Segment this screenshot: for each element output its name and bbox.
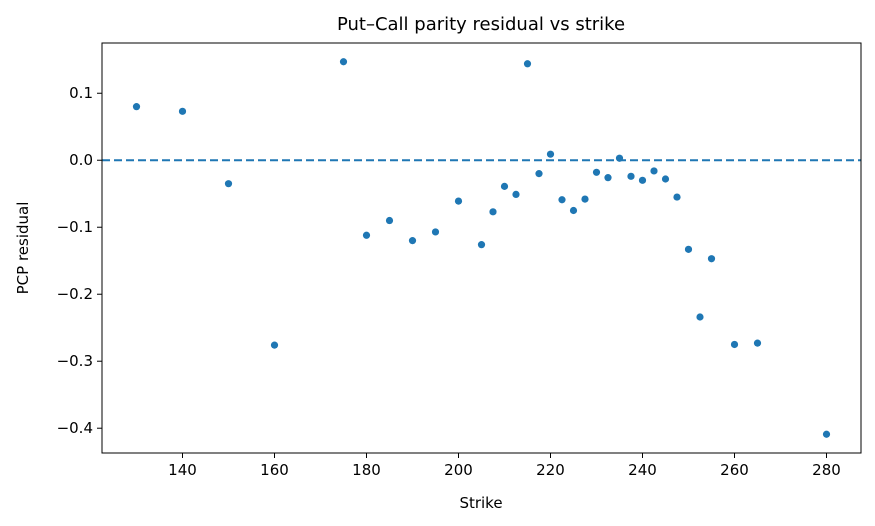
- data-point: [408, 237, 417, 245]
- y-tick-label: 0.1: [69, 84, 93, 102]
- data-point: [431, 228, 440, 236]
- data-point: [696, 313, 704, 321]
- data-point: [707, 255, 716, 263]
- x-tick-label: 280: [812, 461, 841, 479]
- data-point: [661, 175, 670, 183]
- data-point: [581, 195, 589, 203]
- x-tick-label: 140: [168, 461, 197, 479]
- x-axis: 140 160 180 200 220 240 260 280: [168, 453, 841, 479]
- y-axis-label: PCP residual: [14, 202, 32, 295]
- data-point: [339, 58, 348, 66]
- data-point: [546, 150, 555, 158]
- data-point: [362, 231, 371, 239]
- data-point: [535, 170, 543, 178]
- x-tick-label: 220: [536, 461, 565, 479]
- data-point: [385, 216, 394, 225]
- plot-area: [101, 42, 862, 454]
- y-tick-label: −0.1: [57, 218, 93, 236]
- x-tick-label: 180: [352, 461, 381, 479]
- y-tick-label: 0.0: [69, 151, 93, 169]
- data-point: [500, 182, 509, 190]
- x-tick-label: 240: [628, 461, 657, 479]
- data-point: [673, 193, 681, 201]
- data-point: [132, 103, 141, 111]
- data-point: [650, 167, 658, 175]
- x-tick-label: 160: [260, 461, 289, 479]
- y-tick-label: −0.3: [57, 352, 93, 370]
- data-point: [753, 339, 762, 347]
- x-tick-label: 200: [444, 461, 473, 479]
- data-point: [615, 154, 624, 162]
- x-axis-label: Strike: [459, 494, 502, 512]
- plot-frame: [101, 42, 862, 454]
- chart-title: Put–Call parity residual vs strike: [337, 14, 625, 35]
- data-point: [592, 168, 601, 176]
- data-point: [178, 107, 187, 115]
- data-point: [627, 172, 635, 180]
- y-tick-label: −0.4: [57, 419, 93, 437]
- data-point: [454, 197, 463, 205]
- data-point: [684, 245, 693, 253]
- data-point: [604, 174, 612, 182]
- data-point: [822, 430, 831, 438]
- data-point: [270, 341, 279, 349]
- data-point: [523, 60, 532, 68]
- data-point: [638, 176, 647, 184]
- data-point: [730, 340, 739, 349]
- data-point: [569, 206, 578, 215]
- x-tick-label: 260: [720, 461, 749, 479]
- y-tick-label: −0.2: [57, 285, 93, 303]
- data-point: [489, 208, 497, 216]
- y-axis: 0.1 0.0 −0.1 −0.2 −0.3 −0.4: [57, 84, 102, 437]
- data-point: [512, 190, 520, 199]
- data-point: [477, 241, 486, 249]
- data-point: [558, 196, 566, 204]
- data-point: [224, 180, 233, 188]
